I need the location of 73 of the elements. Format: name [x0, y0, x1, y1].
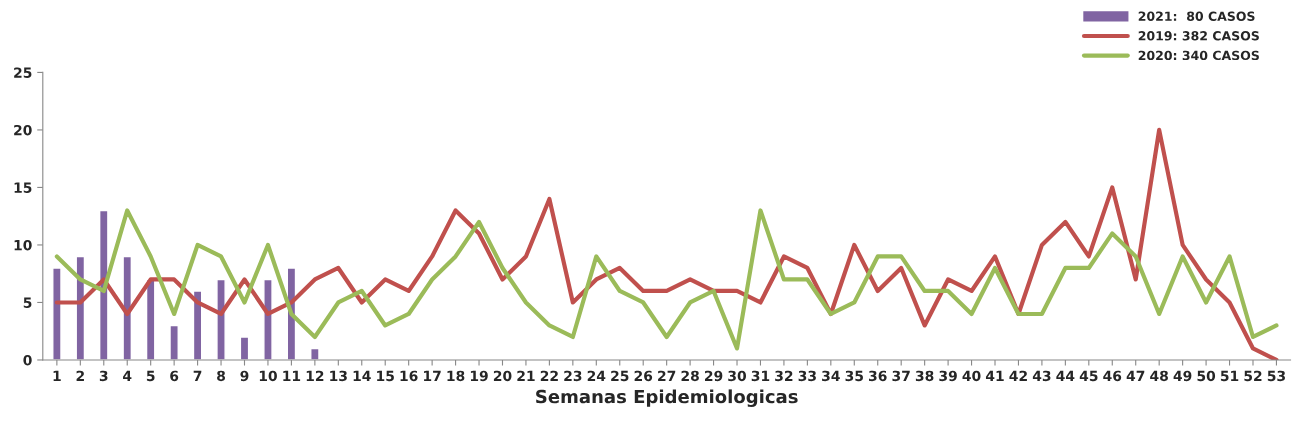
x-tick-label: 12 — [306, 370, 324, 381]
x-tick-label: 51 — [1220, 370, 1239, 382]
x-tick-label: 24 — [587, 370, 606, 381]
x-tick-label: 10 — [259, 370, 277, 382]
legend-label: 2021: 80 CASOS — [1138, 11, 1255, 21]
x-tick-label: 13 — [330, 370, 347, 382]
x-tick-label: 27 — [658, 370, 676, 381]
x-tick-label: 1 — [53, 370, 61, 381]
x-tick-label: 32 — [775, 370, 793, 382]
y-tick-label: 0 — [23, 354, 32, 366]
x-tick-label: 34 — [822, 370, 840, 382]
x-tick-label: 28 — [681, 370, 699, 382]
bar — [98, 209, 109, 360]
bar — [169, 324, 179, 360]
x-tick-label: 44 — [1056, 370, 1075, 381]
x-tick-label: 33 — [798, 370, 816, 382]
bar — [263, 278, 273, 360]
x-tick-label: 35 — [845, 370, 863, 382]
x-tick-label: 18 — [447, 370, 465, 382]
x-tick-label: 15 — [377, 370, 394, 382]
x-tick-label: 5 — [146, 370, 155, 382]
x-tick-label: 16 — [400, 370, 418, 382]
x-tick-label: 41 — [985, 370, 1004, 381]
x-tick-label: 42 — [1009, 370, 1027, 381]
x-tick-label: 25 — [611, 370, 629, 382]
x-tick-label: 30 — [728, 370, 747, 382]
x-tick-label: 45 — [1079, 370, 1098, 382]
x-tick-label: 22 — [540, 370, 558, 381]
x-tick-label: 46 — [1103, 370, 1122, 382]
x-tick-label: 26 — [634, 370, 653, 382]
x-tick-label: 50 — [1197, 370, 1216, 382]
x-tick-label: 3 — [99, 370, 108, 382]
x-tick-label: 17 — [424, 370, 441, 381]
x-tick-label: 49 — [1173, 370, 1192, 382]
x-tick-label: 29 — [705, 370, 723, 382]
bar — [216, 278, 226, 360]
y-tick-label: 25 — [14, 67, 32, 78]
y-tick-label: 15 — [14, 182, 32, 193]
x-tick-label: 19 — [470, 370, 488, 382]
x-tick-label: 38 — [915, 370, 934, 382]
y-tick-label: 20 — [14, 124, 32, 136]
x-tick-label: 14 — [353, 370, 371, 381]
x-tick-label: 53 — [1267, 370, 1285, 382]
x-tick-label: 21 — [517, 370, 535, 381]
x-tick-label: 9 — [240, 370, 249, 382]
legend-label: 2019: 382 CASOS — [1138, 31, 1259, 41]
line-series — [54, 208, 1279, 351]
bar — [52, 267, 62, 360]
x-tick-label: 20 — [493, 370, 512, 382]
x-axis-title: Semanas Epidemiologicas — [536, 389, 798, 407]
bar — [122, 255, 133, 360]
x-tick-label: 31 — [751, 370, 770, 382]
x-tick-label: 43 — [1032, 370, 1051, 382]
x-tick-label: 23 — [564, 370, 582, 382]
y-tick-label: 10 — [14, 239, 32, 251]
line-series — [54, 127, 1279, 360]
legend-label: 2020: 340 CASOS — [1138, 50, 1259, 61]
x-tick-label: 6 — [170, 370, 179, 382]
x-tick-label: 52 — [1244, 370, 1262, 382]
x-tick-label: 2 — [76, 370, 84, 381]
y-tick-label: 5 — [23, 297, 32, 308]
x-tick-label: 7 — [193, 370, 202, 381]
x-tick-label: 48 — [1150, 370, 1168, 382]
x-tick-label: 37 — [892, 370, 910, 382]
bar — [310, 347, 320, 360]
bar — [239, 336, 250, 360]
x-tick-label: 39 — [939, 370, 957, 382]
x-tick-label: 4 — [123, 370, 132, 381]
x-tick-label: 47 — [1126, 370, 1145, 381]
x-tick-label: 36 — [869, 370, 887, 382]
x-tick-label: 8 — [217, 370, 226, 382]
x-tick-label: 11 — [283, 370, 301, 381]
x-tick-label: 40 — [962, 370, 981, 382]
